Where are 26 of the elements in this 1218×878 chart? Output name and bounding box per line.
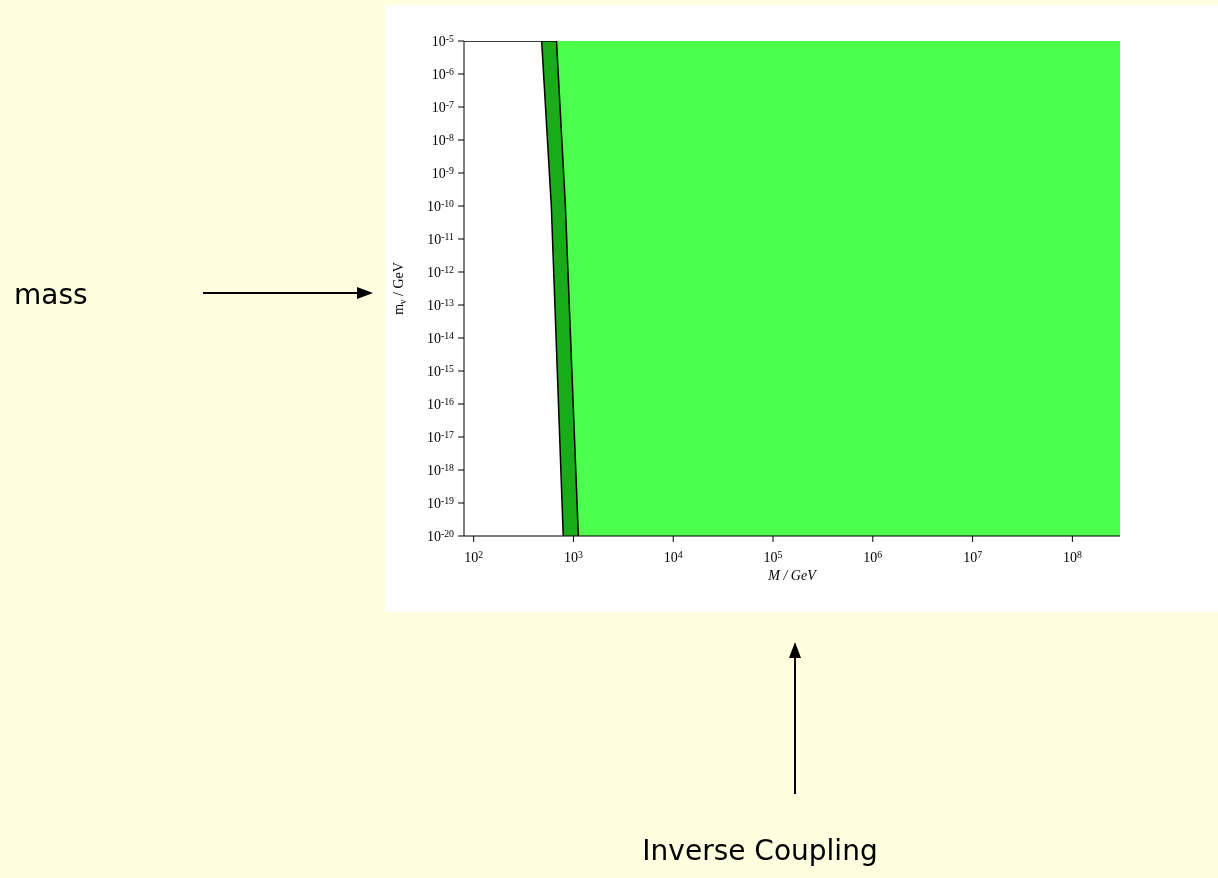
y-tick-label: 10$^{-9}$	[431, 164, 455, 181]
y-tick-label: 10$^{-20}$	[426, 527, 455, 544]
y-tick-label: 10$^{-19}$	[426, 494, 455, 511]
x-tick-label: 10$^{5}$	[763, 548, 783, 565]
x-tick-label: 10$^{6}$	[863, 548, 883, 565]
y-tick-label: 10$^{-12}$	[426, 263, 455, 280]
x-axis-title: M / GeV	[767, 568, 818, 583]
x-tick-label: 10$^{7}$	[963, 548, 983, 565]
x-tick-label: 10$^{2}$	[464, 548, 484, 565]
y-tick-label: 10$^{-17}$	[426, 428, 455, 445]
y-tick-label: 10$^{-6}$	[431, 65, 455, 82]
y-tick-label: 10$^{-13}$	[426, 296, 455, 313]
y-tick-label: 10$^{-16}$	[426, 395, 455, 412]
x-tick-label: 10$^{8}$	[1062, 548, 1082, 565]
y-tick-label: 10$^{-15}$	[426, 362, 455, 379]
y-tick-label: 10$^{-11}$	[427, 230, 455, 247]
x-tick-label: 10$^{4}$	[663, 548, 683, 565]
y-tick-label: 10$^{-10}$	[426, 197, 455, 214]
text: Inverse Coupling	[641, 834, 879, 867]
y-tick-label: 10$^{-7}$	[431, 98, 455, 115]
y-tick-label: 10$^{-14}$	[426, 329, 455, 346]
y-tick-label: 10$^{-8}$	[431, 131, 455, 148]
y-tick-label: 10$^{-5}$	[431, 32, 455, 49]
text: mass	[14, 278, 88, 311]
y-tick-label: 10$^{-18}$	[426, 461, 455, 478]
x-tick-label: 10$^{3}$	[564, 548, 583, 565]
